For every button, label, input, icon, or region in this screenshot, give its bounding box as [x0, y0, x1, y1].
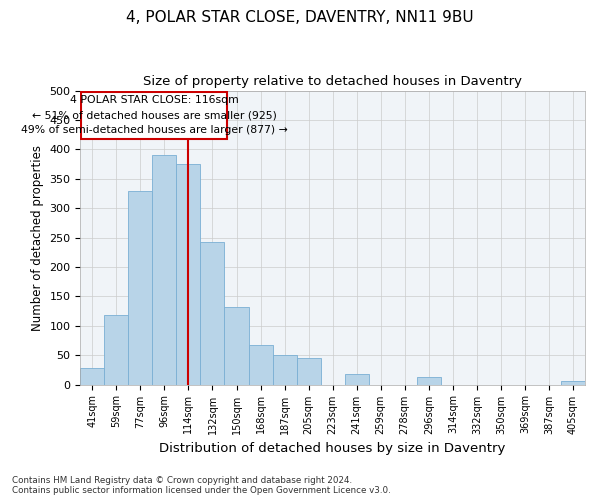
- X-axis label: Distribution of detached houses by size in Daventry: Distribution of detached houses by size …: [160, 442, 506, 455]
- Bar: [152, 155, 176, 384]
- Bar: [200, 242, 224, 384]
- Bar: [417, 377, 441, 384]
- Bar: [80, 368, 104, 384]
- Bar: [128, 190, 152, 384]
- Bar: [176, 164, 200, 384]
- Text: 4, POLAR STAR CLOSE, DAVENTRY, NN11 9BU: 4, POLAR STAR CLOSE, DAVENTRY, NN11 9BU: [126, 10, 474, 25]
- Text: Contains HM Land Registry data © Crown copyright and database right 2024.
Contai: Contains HM Land Registry data © Crown c…: [12, 476, 391, 495]
- Bar: [561, 381, 585, 384]
- Bar: [272, 355, 296, 384]
- Bar: [296, 358, 320, 384]
- Title: Size of property relative to detached houses in Daventry: Size of property relative to detached ho…: [143, 75, 522, 88]
- Y-axis label: Number of detached properties: Number of detached properties: [31, 144, 44, 330]
- Bar: [104, 315, 128, 384]
- Bar: [82, 92, 227, 139]
- Bar: [224, 307, 248, 384]
- Text: 4 POLAR STAR CLOSE: 116sqm
← 51% of detached houses are smaller (925)
49% of sem: 4 POLAR STAR CLOSE: 116sqm ← 51% of deta…: [21, 96, 287, 135]
- Bar: [248, 344, 272, 385]
- Bar: [344, 374, 368, 384]
